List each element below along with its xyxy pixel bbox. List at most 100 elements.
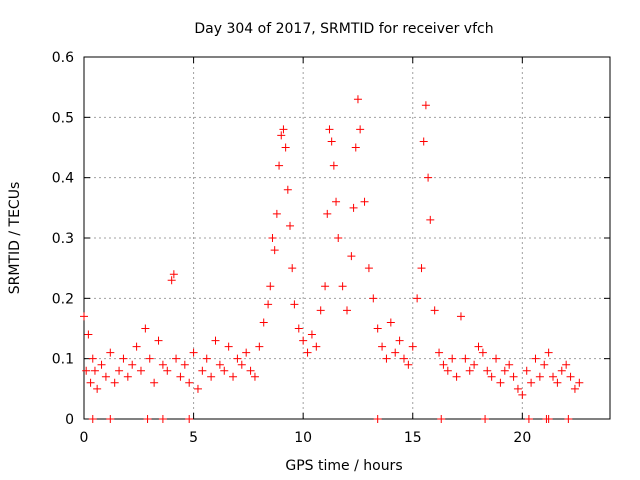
y-tick-label: 0.4: [52, 171, 74, 187]
data-point: [279, 125, 288, 134]
data-point: [215, 360, 224, 369]
data-point: [474, 342, 483, 351]
data-point: [198, 366, 207, 375]
data-point: [299, 336, 308, 345]
data-point: [430, 306, 439, 315]
data-point: [220, 366, 229, 375]
data-point: [233, 354, 242, 363]
data-point: [259, 318, 268, 327]
data-point: [270, 246, 279, 255]
data-point: [531, 354, 540, 363]
y-tick-label: 0.5: [52, 110, 74, 126]
data-point: [378, 342, 387, 351]
data-point: [575, 378, 584, 387]
data-point: [564, 415, 573, 423]
data-point: [307, 330, 316, 339]
data-point: [115, 366, 124, 375]
data-point: [136, 366, 145, 375]
data-point: [180, 360, 189, 369]
grid-lines: [84, 57, 610, 419]
data-point: [86, 378, 95, 387]
data-point: [452, 372, 461, 381]
data-point: [189, 348, 198, 357]
data-point: [321, 282, 330, 291]
data-point: [417, 264, 426, 273]
data-point: [323, 209, 332, 218]
data-point: [448, 354, 457, 363]
data-point: [141, 324, 150, 333]
data-point: [250, 372, 259, 381]
x-axis-title: GPS time / hours: [285, 458, 402, 474]
data-point: [456, 312, 465, 321]
data-point: [163, 366, 172, 375]
data-point: [207, 372, 216, 381]
data-point: [82, 366, 91, 375]
data-point: [143, 415, 152, 423]
data-point: [158, 415, 167, 423]
data-point: [483, 366, 492, 375]
data-point: [544, 415, 553, 423]
data-point: [237, 360, 246, 369]
data-point: [505, 360, 514, 369]
data-point: [364, 264, 373, 273]
data-point: [88, 415, 97, 423]
data-point: [294, 324, 303, 333]
data-point: [202, 354, 211, 363]
data-point: [169, 270, 178, 279]
data-point: [145, 354, 154, 363]
data-point: [242, 348, 251, 357]
data-point: [303, 348, 312, 357]
data-point: [119, 354, 128, 363]
x-tick-label: 15: [404, 430, 422, 446]
data-point: [424, 173, 433, 182]
data-point: [288, 264, 297, 273]
data-point: [185, 378, 194, 387]
data-point: [369, 294, 378, 303]
data-point: [562, 360, 571, 369]
data-point: [553, 378, 562, 387]
data-point: [110, 378, 119, 387]
data-point: [435, 348, 444, 357]
data-point: [540, 360, 549, 369]
y-tick-label: 0: [65, 412, 74, 428]
data-point: [132, 342, 141, 351]
y-tick-label: 0.2: [52, 291, 74, 307]
data-point: [286, 221, 295, 230]
data-point: [332, 197, 341, 206]
data-point: [229, 372, 238, 381]
data-point: [176, 372, 185, 381]
data-point: [419, 137, 428, 146]
data-point: [84, 330, 93, 339]
data-point: [150, 378, 159, 387]
data-point: [522, 366, 531, 375]
y-tick-label: 0.6: [52, 50, 74, 66]
data-point: [492, 354, 501, 363]
data-points: [80, 95, 584, 423]
data-point: [224, 342, 233, 351]
y-tick-label: 0.3: [52, 231, 74, 247]
data-point: [513, 384, 522, 393]
data-point: [327, 137, 336, 146]
data-point: [391, 348, 400, 357]
data-point: [351, 143, 360, 152]
data-point: [283, 185, 292, 194]
data-point: [80, 312, 88, 321]
data-point: [487, 372, 496, 381]
data-point: [421, 101, 430, 110]
data-point: [88, 354, 97, 363]
data-point: [264, 300, 273, 309]
data-point: [268, 234, 277, 242]
data-point: [408, 342, 417, 351]
data-point: [329, 161, 338, 170]
data-point: [437, 415, 446, 423]
data-point: [101, 372, 110, 381]
data-point: [426, 215, 435, 224]
data-point: [373, 324, 382, 333]
data-point: [255, 342, 264, 351]
data-point: [290, 300, 299, 309]
data-point: [106, 348, 115, 357]
data-point: [356, 125, 365, 134]
axes: 0 0.1 0.2 0.3 0.4 0.5 0.6 0 5 10 15 20: [52, 50, 610, 446]
data-point: [481, 415, 490, 423]
data-point: [353, 95, 362, 104]
